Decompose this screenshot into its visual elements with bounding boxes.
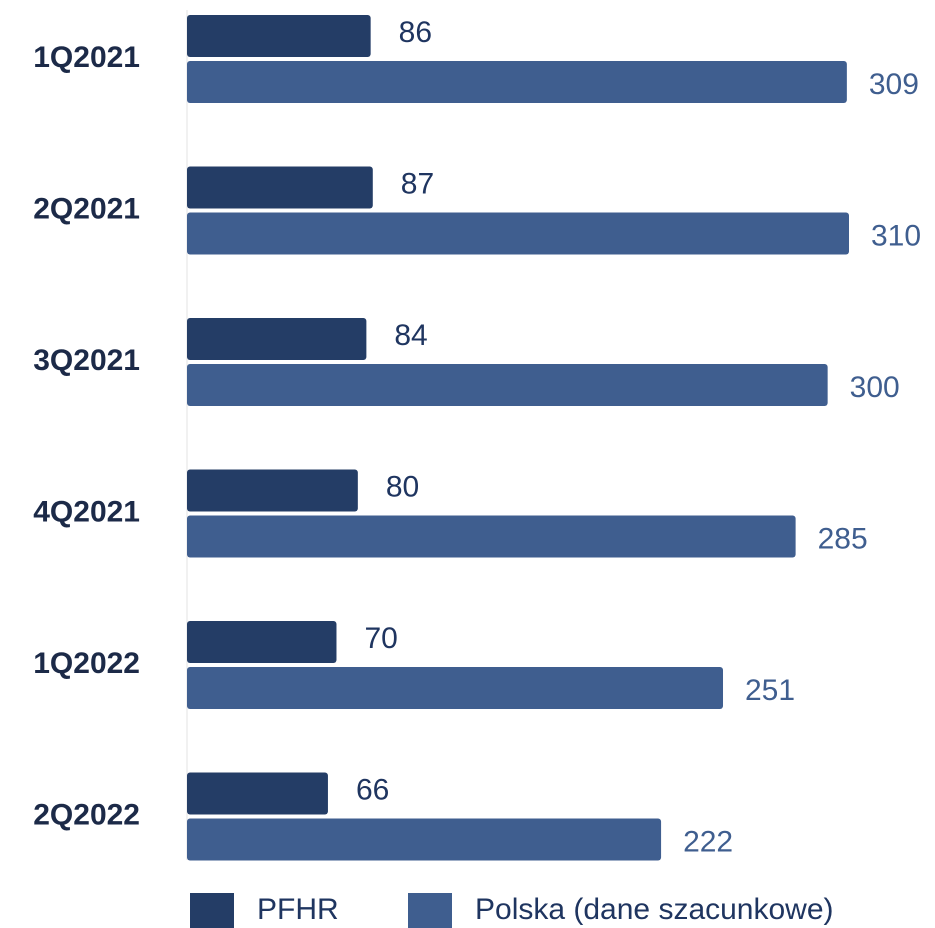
bar-pfhr <box>187 621 337 663</box>
data-label: 310 <box>871 219 921 252</box>
legend-swatch-pfhr <box>190 893 234 928</box>
category-label: 4Q2021 <box>33 495 140 528</box>
bar-polska <box>187 212 849 255</box>
category-label: 1Q2022 <box>33 647 140 680</box>
legend-label: Polska (dane szacunkowe) <box>475 893 834 926</box>
data-label: 309 <box>869 68 919 101</box>
category-label: 2Q2022 <box>33 798 140 831</box>
bar-pfhr <box>187 318 367 360</box>
legend-swatch-polska <box>408 893 452 928</box>
bar-pfhr <box>187 772 328 815</box>
category-label: 1Q2021 <box>33 41 140 74</box>
bar-pfhr <box>187 166 373 209</box>
data-label: 66 <box>356 773 389 806</box>
bar-polska <box>187 818 662 861</box>
bar-pfhr <box>187 469 358 512</box>
bar-pfhr <box>187 15 371 57</box>
bars-group <box>187 15 849 861</box>
bar-polska <box>187 667 724 709</box>
bar-polska <box>187 364 828 406</box>
data-label: 70 <box>364 622 397 655</box>
legend-label: PFHR <box>257 893 339 926</box>
data-label: 222 <box>683 825 733 858</box>
data-label: 251 <box>745 674 795 707</box>
data-label: 285 <box>818 522 868 555</box>
category-label: 3Q2021 <box>33 344 140 377</box>
bar-polska <box>187 515 796 558</box>
data-label: 87 <box>401 167 434 200</box>
data-label: 84 <box>394 319 427 352</box>
data-label: 86 <box>399 16 432 49</box>
data-label: 300 <box>850 371 900 404</box>
category-label: 2Q2021 <box>33 192 140 225</box>
data-label: 80 <box>386 470 419 503</box>
legend: PFHR Polska (dane szacunkowe) <box>190 893 834 928</box>
bar-polska <box>187 61 847 103</box>
labels-group: 1Q2021 86 309 2Q2021 87 310 3Q2021 84 300 4Q2021 8… <box>33 16 921 859</box>
